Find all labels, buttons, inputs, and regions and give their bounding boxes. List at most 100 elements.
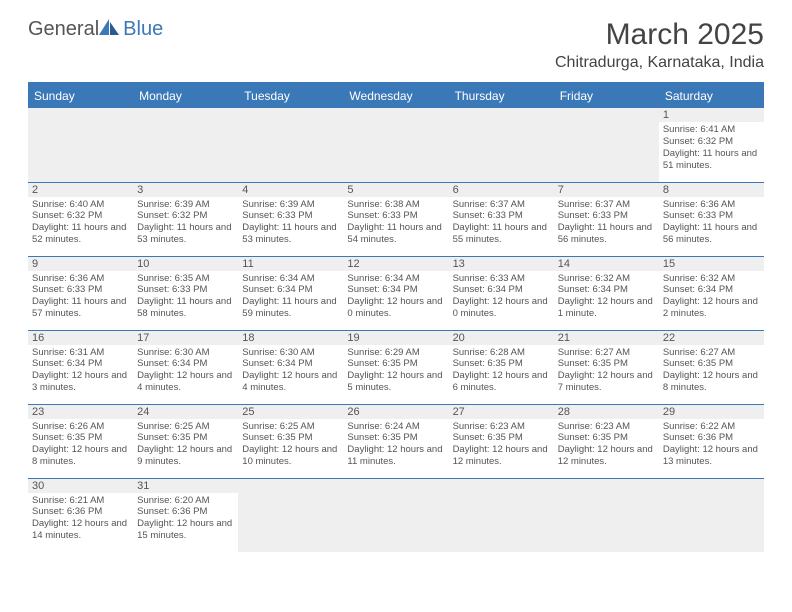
month-title: March 2025 xyxy=(555,18,764,52)
daylight-text: Daylight: 12 hours and 6 minutes. xyxy=(453,370,550,394)
day-number: 12 xyxy=(343,257,448,271)
day-number: 7 xyxy=(554,183,659,197)
calendar-table: Sunday Monday Tuesday Wednesday Thursday… xyxy=(28,84,764,552)
calendar-cell: 18Sunrise: 6:30 AMSunset: 6:34 PMDayligh… xyxy=(238,330,343,404)
calendar-cell-empty xyxy=(343,108,448,182)
location: Chitradurga, Karnataka, India xyxy=(555,54,764,72)
day-header: Monday xyxy=(133,84,238,108)
daylight-text: Daylight: 11 hours and 54 minutes. xyxy=(347,222,444,246)
daylight-text: Daylight: 12 hours and 4 minutes. xyxy=(242,370,339,394)
daylight-text: Daylight: 11 hours and 51 minutes. xyxy=(663,148,760,172)
daylight-text: Daylight: 12 hours and 2 minutes. xyxy=(663,296,760,320)
calendar-cell-empty xyxy=(28,108,133,182)
calendar-cell: 9Sunrise: 6:36 AMSunset: 6:33 PMDaylight… xyxy=(28,256,133,330)
day-number: 4 xyxy=(238,183,343,197)
sunrise-text: Sunrise: 6:34 AM xyxy=(242,273,339,285)
sunrise-text: Sunrise: 6:22 AM xyxy=(663,421,760,433)
sail-icon xyxy=(99,19,121,42)
day-number: 1 xyxy=(659,108,764,122)
sunset-text: Sunset: 6:33 PM xyxy=(558,210,655,222)
sunrise-text: Sunrise: 6:30 AM xyxy=(242,347,339,359)
sunrise-text: Sunrise: 6:30 AM xyxy=(137,347,234,359)
calendar-row: 23Sunrise: 6:26 AMSunset: 6:35 PMDayligh… xyxy=(28,404,764,478)
calendar-cell-empty xyxy=(343,478,448,552)
day-number: 28 xyxy=(554,405,659,419)
sunrise-text: Sunrise: 6:37 AM xyxy=(453,199,550,211)
day-number: 11 xyxy=(238,257,343,271)
sunset-text: Sunset: 6:34 PM xyxy=(137,358,234,370)
calendar-row: 2Sunrise: 6:40 AMSunset: 6:32 PMDaylight… xyxy=(28,182,764,256)
calendar-cell: 24Sunrise: 6:25 AMSunset: 6:35 PMDayligh… xyxy=(133,404,238,478)
day-number: 21 xyxy=(554,331,659,345)
calendar-cell: 25Sunrise: 6:25 AMSunset: 6:35 PMDayligh… xyxy=(238,404,343,478)
sunrise-text: Sunrise: 6:41 AM xyxy=(663,124,760,136)
daylight-text: Daylight: 11 hours and 57 minutes. xyxy=(32,296,129,320)
sunset-text: Sunset: 6:34 PM xyxy=(242,284,339,296)
day-number: 18 xyxy=(238,331,343,345)
sunrise-text: Sunrise: 6:37 AM xyxy=(558,199,655,211)
daylight-text: Daylight: 12 hours and 13 minutes. xyxy=(663,444,760,468)
daylight-text: Daylight: 12 hours and 12 minutes. xyxy=(453,444,550,468)
day-number: 3 xyxy=(133,183,238,197)
sunset-text: Sunset: 6:35 PM xyxy=(453,358,550,370)
calendar-cell: 10Sunrise: 6:35 AMSunset: 6:33 PMDayligh… xyxy=(133,256,238,330)
calendar-cell: 23Sunrise: 6:26 AMSunset: 6:35 PMDayligh… xyxy=(28,404,133,478)
day-number: 8 xyxy=(659,183,764,197)
daylight-text: Daylight: 12 hours and 9 minutes. xyxy=(137,444,234,468)
sunrise-text: Sunrise: 6:26 AM xyxy=(32,421,129,433)
calendar-cell: 30Sunrise: 6:21 AMSunset: 6:36 PMDayligh… xyxy=(28,478,133,552)
sunset-text: Sunset: 6:35 PM xyxy=(558,358,655,370)
sunrise-text: Sunrise: 6:25 AM xyxy=(137,421,234,433)
sunrise-text: Sunrise: 6:24 AM xyxy=(347,421,444,433)
calendar-cell: 6Sunrise: 6:37 AMSunset: 6:33 PMDaylight… xyxy=(449,182,554,256)
calendar-cell: 14Sunrise: 6:32 AMSunset: 6:34 PMDayligh… xyxy=(554,256,659,330)
daylight-text: Daylight: 12 hours and 11 minutes. xyxy=(347,444,444,468)
day-number: 26 xyxy=(343,405,448,419)
daylight-text: Daylight: 11 hours and 59 minutes. xyxy=(242,296,339,320)
calendar-cell-empty xyxy=(554,478,659,552)
calendar-cell: 19Sunrise: 6:29 AMSunset: 6:35 PMDayligh… xyxy=(343,330,448,404)
day-number: 22 xyxy=(659,331,764,345)
sunrise-text: Sunrise: 6:33 AM xyxy=(453,273,550,285)
day-number: 16 xyxy=(28,331,133,345)
daylight-text: Daylight: 11 hours and 53 minutes. xyxy=(137,222,234,246)
logo-text-blue: Blue xyxy=(123,18,163,41)
calendar-cell-empty xyxy=(133,108,238,182)
day-number: 15 xyxy=(659,257,764,271)
calendar-cell: 12Sunrise: 6:34 AMSunset: 6:34 PMDayligh… xyxy=(343,256,448,330)
sunset-text: Sunset: 6:32 PM xyxy=(663,136,760,148)
sunset-text: Sunset: 6:34 PM xyxy=(453,284,550,296)
daylight-text: Daylight: 12 hours and 3 minutes. xyxy=(32,370,129,394)
sunset-text: Sunset: 6:35 PM xyxy=(347,358,444,370)
daylight-text: Daylight: 11 hours and 53 minutes. xyxy=(242,222,339,246)
sunrise-text: Sunrise: 6:38 AM xyxy=(347,199,444,211)
day-number: 27 xyxy=(449,405,554,419)
sunset-text: Sunset: 6:35 PM xyxy=(558,432,655,444)
calendar-cell: 29Sunrise: 6:22 AMSunset: 6:36 PMDayligh… xyxy=(659,404,764,478)
daylight-text: Daylight: 12 hours and 1 minute. xyxy=(558,296,655,320)
day-header: Sunday xyxy=(28,84,133,108)
day-number: 20 xyxy=(449,331,554,345)
calendar-cell: 8Sunrise: 6:36 AMSunset: 6:33 PMDaylight… xyxy=(659,182,764,256)
sunrise-text: Sunrise: 6:27 AM xyxy=(558,347,655,359)
day-header: Saturday xyxy=(659,84,764,108)
sunset-text: Sunset: 6:33 PM xyxy=(137,284,234,296)
calendar-cell: 2Sunrise: 6:40 AMSunset: 6:32 PMDaylight… xyxy=(28,182,133,256)
sunrise-text: Sunrise: 6:31 AM xyxy=(32,347,129,359)
sunrise-text: Sunrise: 6:36 AM xyxy=(663,199,760,211)
calendar-cell: 7 Sunrise: 6:37 AMSunset: 6:33 PMDaylight… xyxy=(554,182,659,256)
day-number: 6 xyxy=(449,183,554,197)
sunset-text: Sunset: 6:32 PM xyxy=(137,210,234,222)
sunset-text: Sunset: 6:35 PM xyxy=(347,432,444,444)
day-number: 9 xyxy=(28,257,133,271)
calendar-row: 30Sunrise: 6:21 AMSunset: 6:36 PMDayligh… xyxy=(28,478,764,552)
calendar-cell-empty xyxy=(238,108,343,182)
sunset-text: Sunset: 6:33 PM xyxy=(663,210,760,222)
calendar-cell: 20Sunrise: 6:28 AMSunset: 6:35 PMDayligh… xyxy=(449,330,554,404)
calendar-cell: 3Sunrise: 6:39 AMSunset: 6:32 PMDaylight… xyxy=(133,182,238,256)
sunset-text: Sunset: 6:36 PM xyxy=(137,506,234,518)
daylight-text: Daylight: 11 hours and 56 minutes. xyxy=(558,222,655,246)
day-number: 2 xyxy=(28,183,133,197)
title-block: March 2025 Chitradurga, Karnataka, India xyxy=(555,18,764,72)
day-number: 5 xyxy=(343,183,448,197)
